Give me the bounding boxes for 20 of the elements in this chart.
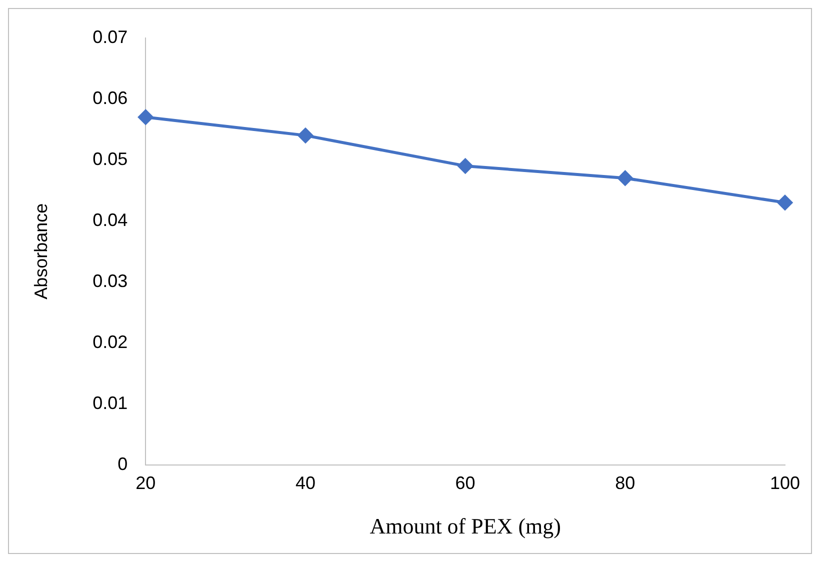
x-tick-label: 60 <box>455 472 476 493</box>
y-tick-label: 0.06 <box>92 88 128 108</box>
x-tick-label: 100 <box>770 472 800 493</box>
point <box>458 158 473 174</box>
y-tick-label: 0.03 <box>92 270 128 291</box>
y-tick-label: 0.04 <box>92 210 128 230</box>
point <box>138 110 154 125</box>
point <box>298 128 313 143</box>
y-tick-label: 0.05 <box>92 148 128 169</box>
y-tick-label: 0.01 <box>92 392 128 413</box>
x-tick-label: 80 <box>615 472 636 493</box>
y-axis-title: Absorbance <box>30 203 51 300</box>
y-tick-label: 0.02 <box>92 332 128 352</box>
point <box>778 195 792 210</box>
x-axis-title: Amount of PEX (mg) <box>370 514 561 539</box>
x-tick-label: 40 <box>295 472 316 493</box>
y-tick-label: 0 <box>118 454 128 474</box>
y-tick-label: 0.07 <box>92 26 128 47</box>
point <box>618 170 633 186</box>
x-tick-label: 20 <box>136 472 156 493</box>
